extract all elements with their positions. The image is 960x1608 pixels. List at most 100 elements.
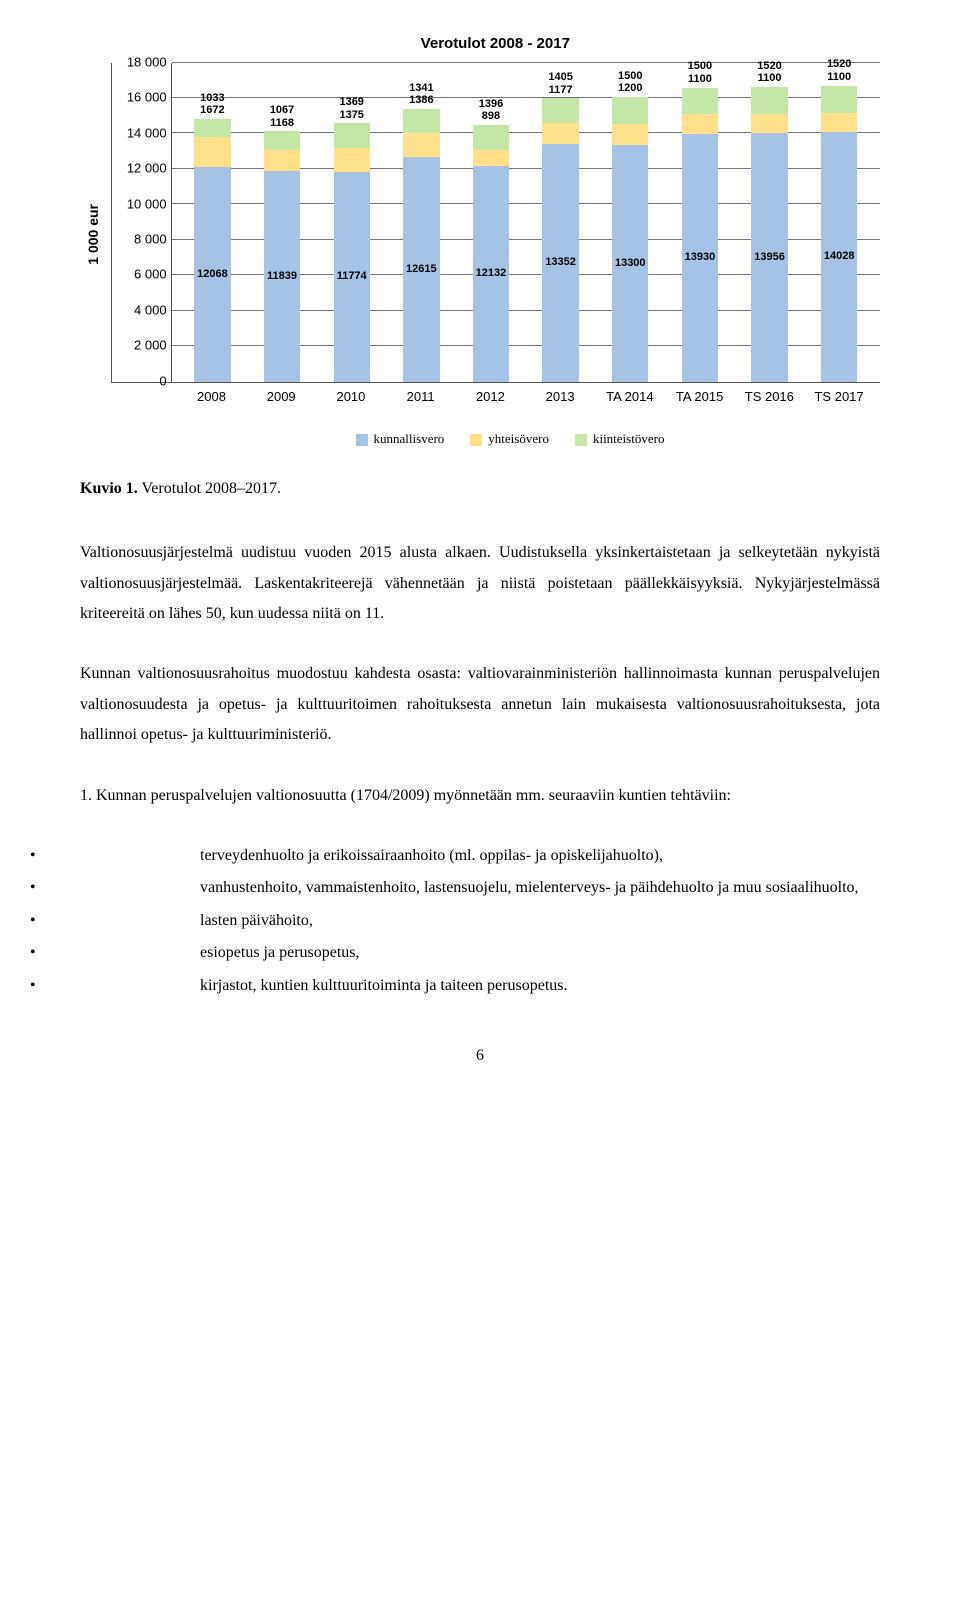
- bar-segment-kiinteisto: [264, 131, 300, 150]
- x-tick-label: 2009: [250, 385, 313, 410]
- bar-label-kiinteisto: 1500: [688, 60, 712, 73]
- bar-stack: 13930: [682, 88, 718, 382]
- bar-segment-yhteiso: [612, 124, 648, 145]
- bar-value-kunnallis: 12068: [197, 264, 228, 285]
- bar-value-kunnallis: 11774: [337, 266, 367, 287]
- bar-segment-kunnallis: 11839: [264, 171, 300, 381]
- bar-value-kunnallis: 13300: [615, 253, 646, 274]
- bar-over-labels: 8981396: [479, 98, 503, 123]
- bar-label-kiinteisto: 1396: [479, 98, 503, 111]
- bar-label-yhteiso: 1100: [827, 71, 851, 84]
- y-tick-label: 0: [111, 369, 167, 394]
- bar-over-labels: 11771405: [548, 71, 572, 96]
- x-tick-label: 2012: [459, 385, 522, 410]
- bar-label-kiinteisto: 1369: [339, 96, 363, 109]
- bar-label-yhteiso: 898: [482, 110, 500, 123]
- bar-group: 8981396 12132: [460, 98, 523, 382]
- body-paragraph: Valtionosuusjärjestelmä uudistuu vuoden …: [80, 538, 880, 629]
- bar-stack: 11774: [334, 123, 370, 381]
- bar-value-kunnallis: 11839: [267, 266, 297, 287]
- bar-label-yhteiso: 1386: [409, 94, 433, 107]
- bar-group: 11001520 13956: [738, 60, 801, 382]
- bullet-item: terveydenhuolto ja erikoissairaanhoito (…: [150, 841, 880, 871]
- bar-stack: 13300: [612, 97, 648, 381]
- swatch-icon: [575, 434, 587, 446]
- bar-value-kunnallis: 13956: [754, 247, 785, 268]
- bar-segment-kiinteisto: [542, 98, 578, 123]
- bar-over-labels: 13751369: [339, 96, 363, 121]
- y-tick-label: 18 000: [111, 50, 167, 75]
- bar-label-yhteiso: 1375: [339, 109, 363, 122]
- chart-title: Verotulot 2008 - 2017: [111, 30, 880, 59]
- bar-value-kunnallis: 14028: [824, 246, 855, 267]
- x-tick-label: 2008: [180, 385, 243, 410]
- bar-group: 1672103312068: [181, 92, 244, 382]
- bar-segment-yhteiso: [473, 150, 509, 166]
- bar-label-kiinteisto: 1520: [827, 58, 851, 71]
- bar-label-yhteiso: 1200: [618, 82, 642, 95]
- caption-prefix: Kuvio 1.: [80, 480, 138, 497]
- bullet-item: vanhustenhoito, vammaistenhoito, lastens…: [150, 873, 880, 903]
- bar-over-labels: 11001520: [827, 58, 851, 83]
- bar-stack: 13956: [751, 87, 787, 382]
- caption-text: Verotulot 2008–2017.: [138, 480, 281, 497]
- bar-segment-yhteiso: [264, 150, 300, 171]
- bar-segment-kunnallis: 13956: [751, 133, 787, 381]
- bullet-list: terveydenhuolto ja erikoissairaanhoito (…: [80, 841, 880, 1001]
- x-tick-label: 2010: [320, 385, 383, 410]
- bar-value-kunnallis: 12615: [406, 259, 437, 280]
- bar-over-labels: 11001520: [757, 60, 781, 85]
- bar-stack: 12132: [473, 125, 509, 381]
- bar-over-labels: 11001500: [688, 60, 712, 85]
- legend-label: kunnallisvero: [374, 427, 445, 452]
- swatch-icon: [356, 434, 368, 446]
- bullet-item: lasten päivähoito,: [150, 906, 880, 936]
- bar-segment-kunnallis: 12068: [194, 167, 230, 382]
- bar-segment-kiinteisto: [473, 125, 509, 150]
- bar-label-kiinteisto: 1341: [409, 82, 433, 95]
- bar-label-kiinteisto: 1500: [618, 70, 642, 83]
- bar-value-kunnallis: 13930: [685, 247, 716, 268]
- legend-label: yhteisövero: [488, 427, 549, 452]
- x-tick-label: TS 2017: [808, 385, 871, 410]
- bar-segment-kiinteisto: [612, 97, 648, 124]
- bar-group: 11771405 13352: [529, 71, 592, 382]
- legend-item: kunnallisvero: [356, 427, 445, 452]
- x-tick-label: 2013: [529, 385, 592, 410]
- bullet-item: esiopetus ja perusopetus,: [150, 938, 880, 968]
- bar-label-kiinteisto: 1520: [757, 60, 781, 73]
- bar-group: 11001500 13930: [669, 60, 732, 381]
- x-tick-label: TS 2016: [738, 385, 801, 410]
- bar-segment-yhteiso: [751, 114, 787, 134]
- chart-container: 1 000 eur Verotulot 2008 - 2017 02 0004 …: [80, 30, 880, 409]
- y-tick-label: 12 000: [111, 157, 167, 182]
- bar-segment-kunnallis: 11774: [334, 172, 370, 381]
- bar-label-yhteiso: 1168: [270, 117, 294, 130]
- bar-segment-kunnallis: 13930: [682, 134, 718, 382]
- y-tick-label: 4 000: [111, 298, 167, 323]
- bar-segment-yhteiso: [403, 133, 439, 158]
- bar-label-kiinteisto: 1405: [548, 71, 572, 84]
- bar-segment-kunnallis: 14028: [821, 132, 857, 381]
- bar-group: 1168106711839: [251, 104, 314, 381]
- bar-value-kunnallis: 13352: [545, 252, 576, 273]
- bar-label-kiinteisto: 1033: [200, 92, 224, 105]
- bar-segment-yhteiso: [682, 114, 718, 134]
- bar-value-kunnallis: 12132: [476, 263, 507, 284]
- y-tick-label: 8 000: [111, 227, 167, 252]
- bullet-item: kirjastot, kuntien kulttuuritoiminta ja …: [150, 971, 880, 1001]
- page-number: 6: [80, 1041, 880, 1071]
- y-tick-label: 16 000: [111, 86, 167, 111]
- bar-group: 12001500 13300: [599, 70, 662, 382]
- x-tick-label: TA 2015: [668, 385, 731, 410]
- bar-segment-yhteiso: [821, 113, 857, 133]
- bar-segment-kunnallis: 12615: [403, 157, 439, 381]
- y-tick-column: 02 0004 0006 0008 00010 00012 00014 0001…: [112, 63, 172, 382]
- bar-segment-yhteiso: [194, 137, 230, 167]
- bar-label-yhteiso: 1100: [688, 73, 712, 86]
- bar-stack: 14028: [821, 86, 857, 382]
- y-tick-label: 10 000: [111, 192, 167, 217]
- bar-stack: 12615: [403, 109, 439, 382]
- figure-caption: Kuvio 1. Verotulot 2008–2017.: [80, 474, 880, 504]
- bar-segment-kunnallis: 13352: [542, 144, 578, 381]
